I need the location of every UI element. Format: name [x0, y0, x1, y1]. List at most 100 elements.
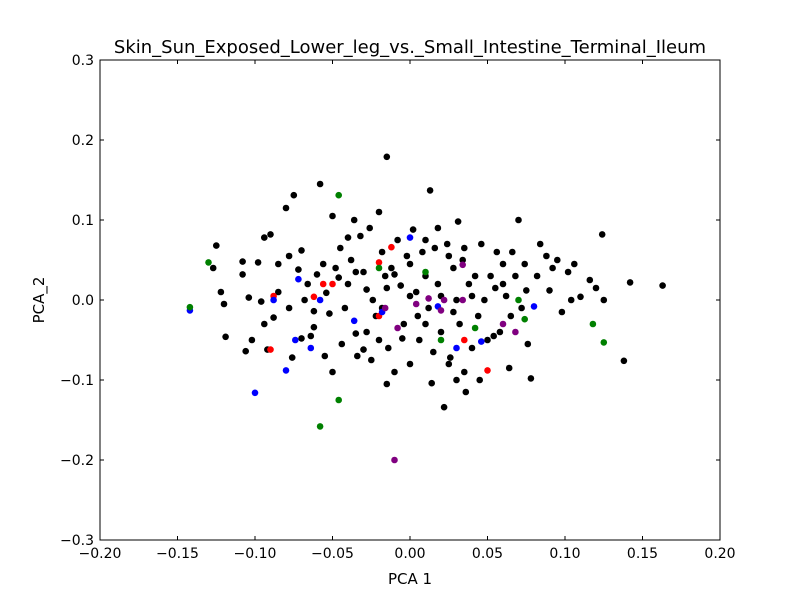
data-point-red: [319, 280, 327, 288]
data-point-green: [471, 324, 479, 332]
data-point-black: [499, 280, 507, 288]
data-point-black: [416, 336, 423, 344]
data-point-black: [577, 293, 584, 301]
data-point-black: [304, 280, 312, 288]
data-point-black: [341, 304, 349, 312]
data-point-black: [329, 368, 336, 376]
data-point-black: [316, 180, 324, 188]
data-point-green: [335, 396, 343, 404]
data-point-black: [620, 357, 628, 365]
data-point-purple: [440, 296, 448, 304]
data-point-purple: [412, 300, 420, 308]
data-point-black: [409, 226, 417, 233]
x-tick-label: 0.15: [627, 546, 658, 562]
data-point-black: [450, 308, 457, 316]
y-tick-label: −0.1: [60, 373, 94, 389]
data-point-blue: [270, 296, 277, 304]
data-point-black: [270, 314, 277, 321]
data-point-black: [586, 276, 594, 284]
data-point-red: [310, 293, 318, 301]
data-point-black: [217, 288, 225, 296]
data-point-red: [375, 259, 383, 266]
data-point-blue: [292, 336, 299, 344]
data-point-black: [523, 287, 530, 294]
y-tick-label: −0.3: [60, 533, 94, 549]
data-point-black: [450, 264, 457, 272]
data-point-black: [505, 364, 513, 372]
data-point-black: [357, 232, 364, 240]
data-point-black: [329, 212, 336, 220]
data-point-black: [267, 231, 274, 238]
data-point-black: [445, 252, 453, 260]
data-point-black: [484, 336, 491, 344]
data-point-black: [437, 328, 445, 336]
x-tick-label: −0.05: [311, 546, 354, 562]
x-tick-label: 0.20: [704, 546, 735, 562]
data-point-black: [440, 403, 448, 411]
data-point-black: [375, 208, 383, 216]
data-point-black: [285, 304, 293, 312]
data-point-black: [533, 272, 541, 280]
data-point-black: [592, 284, 600, 292]
data-point-black: [502, 292, 510, 300]
data-point-black: [366, 224, 374, 232]
data-point-black: [406, 360, 414, 368]
data-point-red: [329, 280, 336, 288]
data-point-black: [554, 256, 561, 264]
data-point-blue: [350, 317, 358, 325]
data-point-blue: [316, 296, 324, 304]
data-point-black: [406, 292, 414, 300]
data-point-black: [321, 352, 329, 360]
y-tick-label: 0.0: [72, 293, 94, 309]
data-point-black: [388, 264, 395, 272]
data-point-black: [285, 252, 293, 260]
data-point-black: [571, 260, 578, 268]
data-point-green: [335, 191, 343, 199]
data-point-black: [254, 259, 262, 266]
data-point-blue: [406, 234, 414, 241]
data-point-black: [445, 360, 453, 368]
data-point-black: [360, 268, 367, 276]
data-point-black: [443, 240, 451, 248]
data-point-black: [403, 252, 411, 260]
data-point-black: [391, 271, 398, 278]
data-point-purple: [394, 324, 401, 332]
points-layer: [186, 153, 666, 464]
data-point-black: [248, 336, 256, 344]
data-point-black: [425, 304, 432, 312]
data-point-black: [394, 236, 401, 244]
y-tick-label: 0.2: [72, 133, 94, 149]
data-point-black: [335, 274, 343, 281]
data-point-black: [326, 310, 333, 317]
data-point-black: [462, 388, 470, 396]
data-point-black: [295, 266, 302, 273]
data-point-purple: [381, 304, 389, 312]
data-point-black: [375, 336, 383, 344]
data-point-black: [298, 335, 305, 342]
data-point-black: [567, 296, 575, 304]
data-point-black: [518, 304, 525, 312]
data-point-black: [319, 260, 327, 268]
data-point-black: [378, 248, 386, 256]
data-point-black: [275, 288, 282, 296]
data-point-black: [414, 312, 422, 320]
data-point-black: [549, 264, 556, 272]
y-tick-label: 0.1: [72, 213, 94, 229]
data-point-black: [400, 320, 408, 328]
data-point-black: [310, 307, 318, 315]
data-point-black: [626, 279, 634, 286]
y-tick-label: 0.3: [72, 53, 94, 69]
data-point-black: [478, 240, 485, 248]
data-point-red: [461, 336, 468, 344]
data-point-black: [492, 284, 499, 292]
data-point-green: [375, 264, 383, 272]
data-point-black: [419, 248, 426, 256]
data-point-purple: [425, 295, 432, 302]
data-point-black: [332, 264, 339, 272]
y-axis-ticks: −0.3 −0.2 −0.1 0.0 0.1 0.2 0.3: [60, 53, 720, 549]
data-point-black: [461, 244, 468, 252]
data-point-black: [434, 224, 442, 232]
data-point-black: [323, 289, 330, 297]
data-point-blue: [307, 344, 315, 352]
